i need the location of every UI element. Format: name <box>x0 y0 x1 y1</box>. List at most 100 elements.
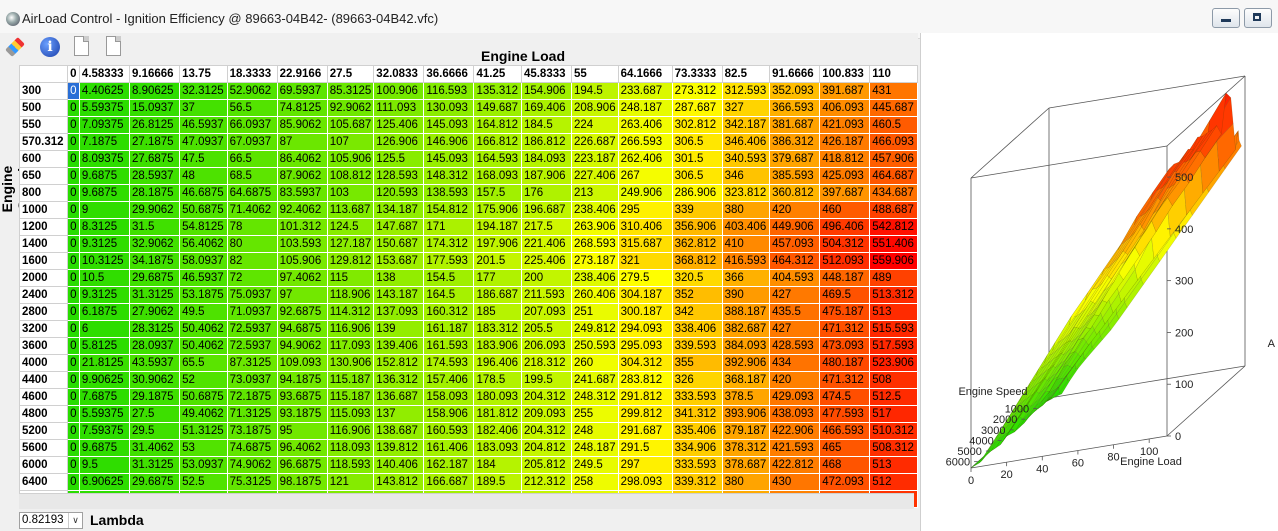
table-cell[interactable]: 94.6875 <box>276 320 328 338</box>
table-cell[interactable]: 199.5 <box>520 371 573 389</box>
table-cell[interactable]: 9.5 <box>78 456 131 474</box>
table-cell[interactable]: 50.6875 <box>179 388 228 406</box>
table-cell[interactable]: 233.687 <box>617 82 673 100</box>
table-cell[interactable]: 98.1875 <box>276 473 328 491</box>
table-cell[interactable]: 139 <box>373 320 425 338</box>
table-cell[interactable]: 223.187 <box>571 150 619 168</box>
table-cell[interactable]: 52.5 <box>179 473 228 491</box>
table-cell[interactable]: 477.593 <box>819 405 871 423</box>
table-cell[interactable]: 28.0937 <box>128 337 181 355</box>
table-cell[interactable]: 306.5 <box>671 133 723 151</box>
table-cell[interactable]: 0 <box>67 116 80 134</box>
table-cell[interactable]: 10.3125 <box>78 252 131 270</box>
table-cell[interactable]: 323.812 <box>721 184 771 202</box>
table-cell[interactable]: 46.6875 <box>179 184 228 202</box>
table-cell[interactable]: 184 <box>473 456 522 474</box>
table-cell[interactable]: 71.3125 <box>226 405 278 423</box>
table-cell[interactable]: 30.9062 <box>128 371 181 389</box>
table-cell[interactable]: 523.906 <box>869 354 918 372</box>
table-cell[interactable]: 56.4062 <box>179 235 228 253</box>
table-cell[interactable]: 154.812 <box>423 201 475 219</box>
table-cell[interactable]: 321 <box>617 252 673 270</box>
table-cell[interactable]: 120.593 <box>373 184 425 202</box>
table-cell[interactable]: 175.906 <box>473 201 522 219</box>
table-cell[interactable]: 260 <box>571 354 619 372</box>
table-cell[interactable]: 342 <box>671 303 723 321</box>
table-cell[interactable]: 27.5 <box>128 405 181 423</box>
table-cell[interactable]: 51.3125 <box>179 422 228 440</box>
table-cell[interactable]: 512.093 <box>819 252 871 270</box>
table-cell[interactable]: 0 <box>67 473 80 491</box>
table-cell[interactable]: 352.093 <box>769 82 821 100</box>
table-cell[interactable]: 333.593 <box>671 388 723 406</box>
table-cell[interactable]: 64.6875 <box>226 184 278 202</box>
table-cell[interactable]: 83.5937 <box>276 184 328 202</box>
table-cell[interactable]: 48 <box>179 167 228 185</box>
table-cell[interactable]: 0 <box>67 405 80 423</box>
table-cell[interactable]: 422.812 <box>769 456 821 474</box>
table-cell[interactable]: 391.687 <box>819 82 871 100</box>
table-cell[interactable]: 422.906 <box>769 422 821 440</box>
table-cell[interactable]: 200 <box>520 269 573 287</box>
table-cell[interactable]: 85.9062 <box>276 116 328 134</box>
table-cell[interactable]: 164.593 <box>473 150 522 168</box>
table-cell[interactable]: 160.593 <box>423 422 475 440</box>
table-cell[interactable]: 488.687 <box>869 201 918 219</box>
table-cell[interactable]: 434.687 <box>869 184 918 202</box>
table-cell[interactable]: 103 <box>326 184 375 202</box>
table-cell[interactable]: 298.093 <box>617 473 673 491</box>
table-cell[interactable]: 262.406 <box>617 150 673 168</box>
table-cell[interactable]: 435.5 <box>769 303 821 321</box>
table-cell[interactable]: 508.312 <box>869 439 918 457</box>
table-cell[interactable]: 121 <box>326 473 375 491</box>
table-cell[interactable]: 249.906 <box>617 184 673 202</box>
table-cell[interactable]: 154.906 <box>520 82 573 100</box>
table-cell[interactable]: 71.0937 <box>226 303 278 321</box>
table-cell[interactable]: 29.6875 <box>128 473 181 491</box>
table-cell[interactable]: 184.093 <box>520 150 573 168</box>
table-cell[interactable]: 116.906 <box>326 422 375 440</box>
table-cell[interactable]: 101.312 <box>276 218 328 236</box>
table-cell[interactable]: 6 <box>78 320 131 338</box>
table-cell[interactable]: 115 <box>326 269 375 287</box>
table-cell[interactable]: 197.906 <box>473 235 522 253</box>
table-cell[interactable]: 0 <box>67 286 80 304</box>
table-cell[interactable]: 5.59375 <box>78 405 131 423</box>
table-cell[interactable]: 469.5 <box>819 286 871 304</box>
table-cell[interactable]: 300.187 <box>617 303 673 321</box>
table-cell[interactable]: 183.093 <box>473 439 522 457</box>
table-cell[interactable]: 465 <box>819 439 871 457</box>
table-cell[interactable]: 381.687 <box>769 116 821 134</box>
table-cell[interactable]: 496.406 <box>819 218 871 236</box>
table-cell[interactable]: 54.8125 <box>179 218 228 236</box>
table-cell[interactable]: 135.312 <box>473 82 522 100</box>
table-cell[interactable]: 241.687 <box>571 371 619 389</box>
table-cell[interactable]: 73.1875 <box>226 422 278 440</box>
table-cell[interactable]: 320.5 <box>671 269 723 287</box>
table-cell[interactable]: 475.187 <box>819 303 871 321</box>
table-cell[interactable]: 130.906 <box>326 354 375 372</box>
table-cell[interactable]: 72.1875 <box>226 388 278 406</box>
table-cell[interactable]: 47.5 <box>179 150 228 168</box>
table-cell[interactable]: 346.406 <box>721 133 771 151</box>
table-cell[interactable]: 107 <box>326 133 375 151</box>
table-cell[interactable]: 139.406 <box>373 337 425 355</box>
table-cell[interactable]: 145.093 <box>423 116 475 134</box>
table-cell[interactable]: 67.0937 <box>226 133 278 151</box>
table-cell[interactable]: 464.312 <box>769 252 821 270</box>
table-cell[interactable]: 158.906 <box>423 405 475 423</box>
table-cell[interactable]: 109.093 <box>276 354 328 372</box>
table-cell[interactable]: 118.906 <box>326 286 375 304</box>
table-cell[interactable]: 46.5937 <box>179 269 228 287</box>
table-cell[interactable]: 480.187 <box>819 354 871 372</box>
table-cell[interactable]: 420 <box>769 201 821 219</box>
table-cell[interactable]: 85.3125 <box>326 82 375 100</box>
table-cell[interactable]: 149.687 <box>473 99 522 117</box>
table-cell[interactable]: 69.5937 <box>276 82 328 100</box>
table-cell[interactable]: 471.312 <box>819 371 871 389</box>
table-cell[interactable]: 221.406 <box>520 235 573 253</box>
table-cell[interactable]: 29.6875 <box>128 269 181 287</box>
table-cell[interactable]: 513 <box>869 456 918 474</box>
table-cell[interactable]: 147.687 <box>373 218 425 236</box>
table-cell[interactable]: 196.406 <box>473 354 522 372</box>
